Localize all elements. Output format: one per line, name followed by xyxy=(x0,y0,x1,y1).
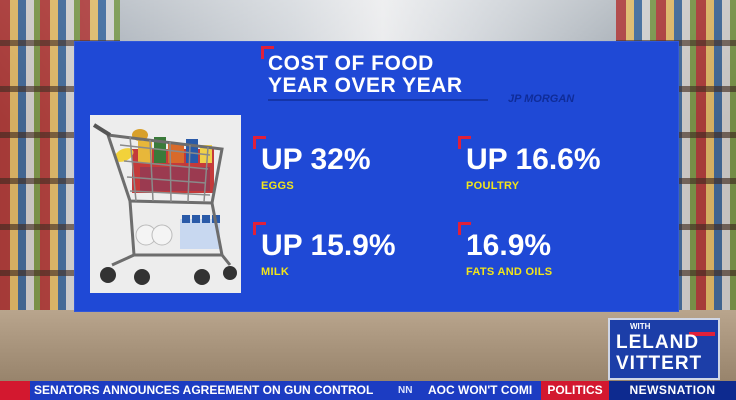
news-ticker: SENATORS ANNOUNCES AGREEMENT ON GUN CONT… xyxy=(0,381,736,400)
stat-bracket-decoration xyxy=(458,222,471,235)
title-divider xyxy=(268,99,488,101)
source-credit: JP MORGAN xyxy=(508,93,575,105)
stat-fats-and-oils: 16.9% FATS AND OILS xyxy=(458,222,553,278)
stat-bracket-decoration xyxy=(253,222,266,235)
stat-poultry: UP 16.6% POULTRY xyxy=(458,136,601,192)
shopping-cart-image xyxy=(90,115,241,293)
stat-bracket-decoration xyxy=(253,136,266,149)
stat-label: POULTRY xyxy=(466,180,520,192)
stat-milk: UP 15.9% MILK xyxy=(253,222,396,278)
stat-value: UP 32% xyxy=(261,143,371,176)
graphic-title-line1: COST OF FOOD xyxy=(268,52,434,75)
stat-label: MILK xyxy=(261,266,290,278)
shopping-cart-icon xyxy=(92,123,237,285)
stat-value: 16.9% xyxy=(466,229,552,262)
show-logo-with: WITH xyxy=(630,322,651,331)
network-brand: NEWSNATION xyxy=(609,381,736,400)
stat-bracket-decoration xyxy=(458,136,471,149)
stat-value: UP 15.9% xyxy=(261,229,396,262)
stat-value: UP 16.6% xyxy=(466,143,601,176)
show-logo-first-name: LELAND xyxy=(616,332,700,353)
stat-label: EGGS xyxy=(261,180,294,192)
graphic-title: COST OF FOOD YEAR OVER YEAR xyxy=(268,53,463,97)
ticker-headline: SENATORS ANNOUNCES AGREEMENT ON GUN CONT… xyxy=(34,383,374,397)
ticker-headline: AOC WON'T COMI xyxy=(428,383,533,397)
show-logo: WITH LELAND VITTERT xyxy=(608,318,720,380)
stat-eggs: UP 32% EGGS xyxy=(253,136,371,192)
show-logo-accent xyxy=(689,332,715,336)
ticker-section-label: POLITICS xyxy=(541,381,609,400)
food-cost-graphic: COST OF FOOD YEAR OVER YEAR JP MORGAN xyxy=(74,41,679,312)
show-logo-last-name: VITTERT xyxy=(616,353,703,374)
ticker-left-cap xyxy=(0,381,30,400)
stat-label: FATS AND OILS xyxy=(466,266,553,278)
graphic-title-line2: YEAR OVER YEAR xyxy=(268,74,463,97)
ticker-separator-logo: NN xyxy=(398,385,413,396)
title-bracket-decoration xyxy=(261,46,274,59)
